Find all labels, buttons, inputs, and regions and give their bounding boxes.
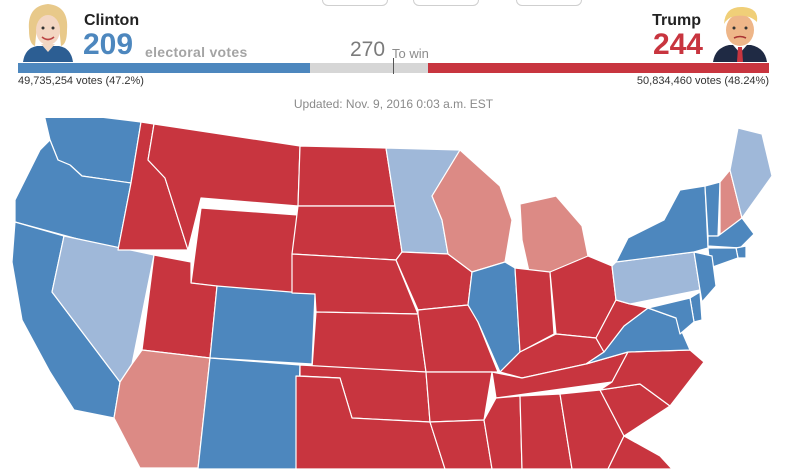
- state-sd[interactable]: [291, 205, 403, 261]
- top-tab-stub[interactable]: [322, 0, 388, 6]
- state-wy[interactable]: [190, 207, 299, 297]
- state-ms[interactable]: [483, 395, 523, 469]
- state-nj[interactable]: [693, 251, 717, 303]
- clinton-portrait-icon: [17, 0, 79, 62]
- trump-portrait-icon: [709, 0, 771, 62]
- state-al[interactable]: [519, 393, 573, 469]
- state-la[interactable]: [429, 419, 493, 469]
- win-threshold-marker: [393, 58, 394, 74]
- trump-name: Trump: [652, 12, 701, 29]
- state-nd[interactable]: [297, 145, 396, 207]
- electoral-bar-rep: [428, 63, 769, 73]
- state-me[interactable]: [729, 127, 773, 219]
- top-tab-stub[interactable]: [413, 0, 479, 6]
- electoral-votes-label: electoral votes: [145, 44, 248, 60]
- trump-popular-votes: 50,834,460 votes (48.24%): [636, 75, 769, 87]
- state-nm[interactable]: [197, 357, 301, 469]
- us-election-map: [11, 118, 773, 469]
- top-tab-stub[interactable]: [516, 0, 582, 6]
- clinton-name: Clinton: [84, 12, 140, 29]
- state-in[interactable]: [514, 267, 555, 353]
- electoral-bar-dem: [18, 63, 310, 73]
- state-ar[interactable]: [425, 371, 493, 423]
- win-threshold-label: To win: [392, 46, 429, 61]
- state-co[interactable]: [209, 285, 316, 365]
- state-ny[interactable]: [615, 185, 709, 263]
- state-md[interactable]: [647, 297, 695, 335]
- state-fl[interactable]: [607, 435, 673, 469]
- state-ma[interactable]: [707, 217, 755, 249]
- win-threshold-number: 270: [350, 38, 386, 61]
- electoral-bar-undecided: [309, 63, 429, 73]
- state-ks[interactable]: [311, 311, 427, 373]
- clinton-popular-votes: 49,735,254 votes (47.2%): [18, 75, 144, 87]
- clinton-electoral-votes: 209: [83, 28, 134, 61]
- state-vt[interactable]: [704, 181, 721, 237]
- trump-electoral-votes: 244: [652, 28, 703, 61]
- updated-timestamp: Updated: Nov. 9, 2016 0:03 a.m. EST: [293, 97, 494, 111]
